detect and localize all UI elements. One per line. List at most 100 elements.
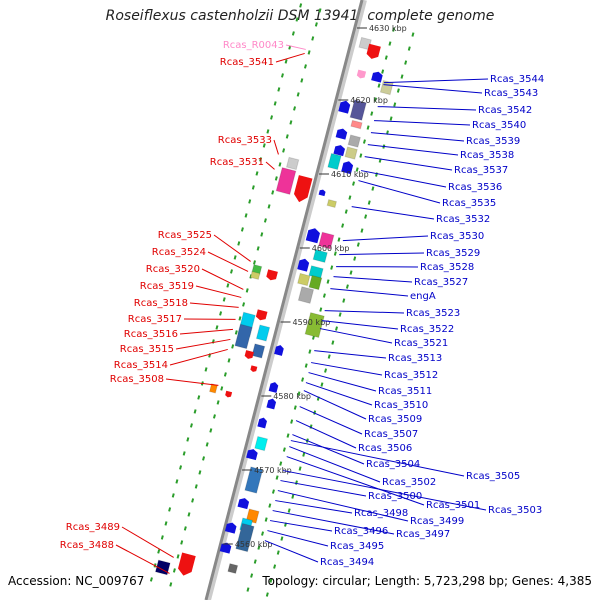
right-leader-line <box>275 500 353 514</box>
right-gene-label: Rcas_3497 <box>396 529 450 540</box>
gene-feature <box>250 270 261 280</box>
gene-feature <box>341 161 354 175</box>
track-dot <box>257 545 261 550</box>
track-dot <box>183 526 187 531</box>
track-dot <box>304 363 308 368</box>
scale-tick-label: 4560 kbp <box>235 540 273 549</box>
right-leader-line <box>264 540 319 563</box>
right-leader-line <box>360 170 447 188</box>
gene-feature <box>297 258 310 272</box>
gene-feature <box>250 365 258 372</box>
gene-feature <box>251 343 266 359</box>
track-dot <box>388 41 392 46</box>
track-dot <box>291 494 295 499</box>
gene-block <box>250 270 261 280</box>
track-dot <box>223 372 227 377</box>
track-dot <box>259 157 263 162</box>
track-dot <box>269 578 273 583</box>
track-dot <box>202 456 206 461</box>
right-gene-label: Rcas_3527 <box>414 277 468 288</box>
right-gene-label: Rcas_3538 <box>460 150 514 161</box>
gene-feature <box>274 345 284 356</box>
track-dot <box>389 116 393 121</box>
accession-label: Accession: NC_009767 <box>8 574 145 588</box>
gene-arrow <box>257 417 267 429</box>
gene-feature <box>312 249 328 263</box>
left-leader-line <box>179 328 233 335</box>
track-dot <box>194 484 198 489</box>
gene-arrow <box>293 175 313 203</box>
gene-feature <box>255 309 268 321</box>
track-dot <box>270 115 274 120</box>
track-dot <box>279 461 283 466</box>
right-leader-line <box>383 78 489 84</box>
right-gene-label: Rcas_3509 <box>368 414 422 425</box>
track-dot <box>289 120 293 125</box>
track-dot <box>271 489 275 494</box>
gene-block <box>227 563 239 575</box>
gene-feature <box>266 398 277 410</box>
gene-arrow <box>356 69 367 79</box>
scale-tick-label: 4570 kbp <box>254 466 292 475</box>
track-dot <box>370 111 374 116</box>
track-dot <box>276 550 280 555</box>
gene-feature <box>266 269 278 281</box>
right-gene-label: Rcas_3530 <box>430 231 484 242</box>
right-gene-label: Rcas_3496 <box>334 526 388 537</box>
gene-feature <box>308 274 323 291</box>
gene-block <box>251 343 266 359</box>
gene-feature <box>304 312 325 339</box>
gene-arrow <box>250 365 258 372</box>
track-dot <box>337 237 341 242</box>
gene-block <box>326 199 338 209</box>
track-dot <box>240 227 244 232</box>
left-gene-label: Rcas_3518 <box>134 298 188 309</box>
right-leader-line <box>269 520 333 532</box>
track-dot <box>320 382 324 387</box>
gene-feature <box>246 449 258 461</box>
track-dot <box>286 433 290 438</box>
right-gene-label: Rcas_3523 <box>406 308 460 319</box>
track-dot <box>179 465 183 470</box>
gene-feature <box>285 156 300 171</box>
gene-feature <box>356 69 367 79</box>
scale-tick-label: 4600 kbp <box>312 244 350 253</box>
gene-feature <box>154 559 171 576</box>
track-dot <box>282 447 286 452</box>
track-dot <box>157 549 161 554</box>
track-dot <box>248 199 252 204</box>
track-dot <box>355 167 359 172</box>
gene-arrow <box>237 498 250 510</box>
track-dot <box>359 153 363 158</box>
track-dot <box>373 97 377 102</box>
left-leader-line <box>189 302 239 308</box>
right-gene-label: Rcas_3511 <box>378 386 432 397</box>
track-dot <box>238 316 242 321</box>
track-dot <box>275 475 279 480</box>
track-dot <box>227 358 231 363</box>
gene-arrow <box>225 390 233 398</box>
track-dot <box>160 535 164 540</box>
gene-feature <box>225 390 233 398</box>
track-dot <box>393 102 397 107</box>
right-leader-line <box>308 372 377 392</box>
right-leader-line <box>339 252 425 256</box>
right-leader-line <box>289 446 381 483</box>
track-dot <box>296 92 300 97</box>
track-dot <box>263 218 267 223</box>
gene-feature <box>268 382 279 393</box>
left-gene-label: Rcas_3508 <box>110 374 164 385</box>
right-gene-label: Rcas_3495 <box>330 541 384 552</box>
gene-arrow <box>266 398 277 410</box>
track-dot <box>392 27 396 32</box>
right-leader-line <box>292 434 365 465</box>
track-dot <box>348 195 352 200</box>
track-dot <box>256 246 260 251</box>
track-dot <box>182 451 186 456</box>
track-dot <box>278 162 282 167</box>
track-dot <box>186 437 190 442</box>
left-leader-line <box>273 139 279 155</box>
track-dot <box>172 568 176 573</box>
right-leader-line <box>358 180 441 204</box>
track-dot <box>187 512 191 517</box>
